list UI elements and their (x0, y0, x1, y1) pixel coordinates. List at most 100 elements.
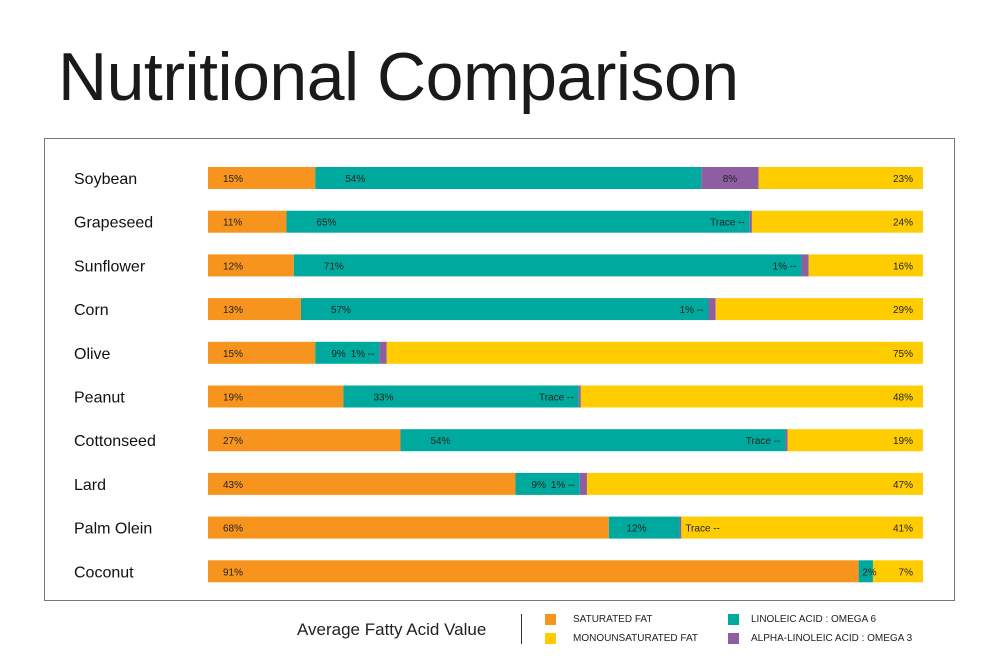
data-label: 65% (316, 218, 336, 229)
data-label: 1% -- (351, 349, 375, 360)
bar-segment (715, 298, 923, 321)
bar-segment (208, 210, 287, 233)
category-label: Coconut (74, 564, 134, 581)
legend-item-saturated: SATURATED FAT (545, 614, 652, 625)
data-label: Trace -- (746, 436, 781, 447)
data-label: 41% (893, 524, 913, 535)
legend-item-omega6: LINOLEIC ACID : OMEGA 6 (728, 614, 876, 625)
data-label: 8% (723, 174, 738, 185)
data-label: 48% (893, 393, 913, 404)
data-label: 54% (430, 436, 450, 447)
chart-title: Nutritional Comparison (58, 39, 739, 115)
data-label: 19% (893, 436, 913, 447)
legend-swatch (545, 633, 556, 644)
bar-segment (293, 254, 802, 277)
bar-segment (208, 298, 301, 321)
legend-title: Average Fatty Acid Value (297, 620, 487, 639)
data-label: 71% (324, 261, 344, 272)
stacked-bar-chart: Soybean 15% 54% 8% 23% Grapeseed 11% 65% Trace -… (74, 167, 923, 583)
bar-segment (580, 385, 923, 408)
data-label: 75% (893, 349, 913, 360)
data-label: 11% (223, 218, 242, 229)
data-label: 29% (893, 305, 913, 316)
bar-segment (872, 560, 923, 583)
data-label: 19% (223, 393, 243, 404)
data-label: 1% -- (773, 261, 797, 272)
bar-segment (586, 472, 923, 495)
data-label: 12% (627, 524, 647, 535)
data-label: 7% (899, 567, 914, 578)
bar-segment (208, 167, 316, 189)
bar-segment (300, 298, 709, 321)
bar-segment (208, 472, 516, 495)
data-label: 16% (893, 261, 913, 272)
data-label: 15% (223, 349, 243, 360)
bar-segment (286, 210, 750, 233)
data-label: 91% (223, 567, 243, 578)
data-label: 43% (223, 480, 243, 491)
legend-swatch (728, 633, 739, 644)
data-label: 57% (331, 305, 351, 316)
bar-segment (208, 385, 344, 408)
data-label: 12% (223, 261, 243, 272)
category-label: Lard (74, 477, 106, 494)
data-label: Trace -- (539, 393, 574, 404)
bar-segment (608, 516, 680, 539)
bar-segment (208, 560, 859, 583)
data-label: Trace -- (685, 524, 720, 535)
bar-segment (343, 385, 579, 408)
bar-segment (679, 516, 682, 539)
bar-segment (808, 254, 923, 277)
category-label: Palm Olein (74, 521, 152, 538)
bar-segment (315, 167, 702, 189)
data-label: 47% (893, 480, 913, 491)
bar-segment (858, 560, 873, 583)
bar-segment (787, 429, 923, 452)
category-label: Cottonseed (74, 433, 156, 450)
category-label: Corn (74, 302, 109, 319)
category-label: Olive (74, 346, 111, 363)
legend-swatch (728, 614, 739, 625)
bar-segment (379, 341, 387, 364)
category-label: Soybean (74, 171, 137, 188)
legend-label: ALPHA-LINOLEIC ACID : OMEGA 3 (751, 633, 913, 644)
data-label: 68% (223, 524, 243, 535)
data-label: 24% (893, 218, 913, 229)
data-label: 15% (223, 174, 243, 185)
bar-segment (515, 472, 580, 495)
bar-segment (701, 167, 759, 189)
legend-item-omega3: ALPHA-LINOLEIC ACID : OMEGA 3 (728, 633, 912, 644)
bar-segment (400, 429, 786, 452)
bar-segment (579, 472, 587, 495)
bar-segment (751, 210, 923, 233)
legend-divider (521, 614, 522, 644)
bar-segment (208, 516, 609, 539)
data-label: 9% (331, 349, 346, 360)
data-label: 9% (532, 480, 547, 491)
bar-segment (708, 298, 716, 321)
data-label: 1% -- (551, 480, 575, 491)
data-label: 27% (223, 436, 243, 447)
data-label: 33% (373, 393, 393, 404)
category-label: Sunflower (74, 258, 146, 275)
data-label: 1% -- (680, 305, 704, 316)
bar-segment (315, 341, 380, 364)
data-label: 13% (223, 305, 243, 316)
bar-segment (749, 210, 752, 233)
bar-segment (801, 254, 809, 277)
bar-segment (681, 516, 923, 539)
bar-segment (386, 341, 923, 364)
bar-segment (208, 341, 316, 364)
legend-label: MONOUNSATURATED FAT (573, 633, 698, 644)
bar-segment (208, 429, 401, 452)
bar-segment (578, 385, 581, 408)
data-label: 2% (862, 567, 877, 578)
legend-item-monounsaturated: MONOUNSATURATED FAT (545, 633, 698, 644)
legend-label: SATURATED FAT (573, 614, 653, 625)
legend-swatch (545, 614, 556, 625)
category-label: Peanut (74, 390, 125, 407)
bar-segment (758, 167, 923, 189)
legend-label: LINOLEIC ACID : OMEGA 6 (751, 614, 877, 625)
data-label: 23% (893, 174, 913, 185)
bar-segment (208, 254, 294, 277)
